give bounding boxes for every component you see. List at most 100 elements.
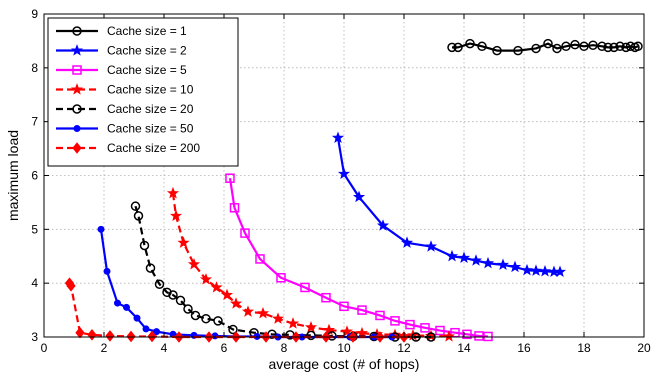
data-point <box>241 305 255 317</box>
y-tick-label: 8 <box>31 61 38 75</box>
legend-label: Cache size = 20 <box>107 102 194 116</box>
data-point <box>183 304 193 314</box>
legend-label: Cache size = 50 <box>107 122 194 136</box>
data-point <box>447 42 457 53</box>
legend-item: Cache size = 5 <box>56 63 187 77</box>
data-point <box>352 190 366 203</box>
data-point <box>588 40 598 50</box>
series-3 <box>225 173 493 342</box>
data-point <box>133 314 141 322</box>
y-tick-label: 3 <box>31 330 38 344</box>
data-point <box>570 39 580 50</box>
legend-item: Cache size = 1 <box>56 24 187 38</box>
data-point <box>496 258 510 271</box>
y-axis-label: maximum load <box>5 130 21 221</box>
x-tick-label: 6 <box>221 341 228 355</box>
legend-label: Cache size = 2 <box>107 44 187 58</box>
data-point <box>190 310 201 321</box>
data-point <box>133 211 144 221</box>
x-tick-label: 8 <box>281 341 288 355</box>
data-point <box>229 297 243 309</box>
data-point <box>543 38 553 49</box>
data-point <box>213 316 223 326</box>
data-point <box>520 263 534 276</box>
data-point <box>538 264 552 277</box>
data-point <box>87 329 97 341</box>
legend-item: Cache size = 200 <box>56 141 200 155</box>
data-point <box>228 324 238 335</box>
data-point <box>240 228 250 238</box>
x-tick-label: 12 <box>397 341 411 355</box>
data-point <box>271 312 285 324</box>
data-point <box>553 265 567 278</box>
data-point <box>139 240 150 251</box>
data-point <box>255 254 265 264</box>
data-point <box>105 330 115 342</box>
data-point <box>187 257 201 270</box>
data-point <box>561 41 571 52</box>
data-point <box>633 41 643 52</box>
data-point <box>166 186 180 199</box>
x-tick-label: 10 <box>337 341 351 355</box>
data-point <box>168 290 178 300</box>
data-point <box>435 325 445 336</box>
data-point <box>531 43 541 54</box>
x-axis-label: average cost (# of hops) <box>269 356 420 372</box>
data-point <box>615 41 625 52</box>
y-tick-label: 4 <box>31 276 38 290</box>
x-tick-label: 20 <box>637 341 651 355</box>
data-point <box>508 260 522 273</box>
data-point <box>75 326 85 339</box>
data-point <box>420 323 430 333</box>
legend-item: Cache size = 10 <box>56 83 194 97</box>
series-6 <box>97 225 396 341</box>
data-point <box>114 299 121 307</box>
data-point <box>445 249 459 262</box>
legend-marker <box>72 104 82 114</box>
legend-label: Cache size = 5 <box>107 63 187 77</box>
data-point <box>400 236 414 248</box>
x-tick-label: 14 <box>457 341 471 355</box>
data-point <box>66 280 76 292</box>
data-point <box>552 43 562 54</box>
data-point <box>405 319 415 330</box>
x-tick-label: 2 <box>101 341 108 355</box>
data-point <box>123 303 130 311</box>
data-point <box>103 267 111 275</box>
legend-label: Cache size = 1 <box>107 24 187 38</box>
y-tick-label: 5 <box>31 222 38 236</box>
data-point <box>169 209 183 222</box>
x-tick-label: 18 <box>577 341 591 355</box>
data-point <box>153 328 160 336</box>
data-point <box>340 325 354 337</box>
data-point <box>225 173 235 183</box>
data-point <box>300 282 310 293</box>
data-point <box>210 281 223 293</box>
series-line <box>336 137 560 273</box>
series-4 <box>166 186 456 342</box>
data-point <box>199 273 213 285</box>
legend-item: Cache size = 50 <box>56 122 194 136</box>
data-point <box>457 251 471 264</box>
data-point <box>130 201 141 211</box>
series-1 <box>447 38 643 56</box>
data-point <box>376 219 390 231</box>
legend-item: Cache size = 2 <box>56 44 187 58</box>
legend-item: Cache size = 20 <box>56 102 194 116</box>
data-point <box>469 254 483 266</box>
data-point <box>357 305 367 315</box>
y-tick-label: 7 <box>31 115 38 129</box>
data-point <box>339 301 349 312</box>
data-point <box>229 203 240 213</box>
data-point <box>306 330 316 341</box>
data-point <box>442 330 456 342</box>
data-point <box>474 331 484 341</box>
x-tick-label: 16 <box>517 341 531 355</box>
data-point <box>481 256 495 269</box>
series-line <box>228 178 489 338</box>
data-point <box>154 279 165 289</box>
data-point <box>465 38 475 49</box>
series-5 <box>130 201 436 342</box>
data-point <box>162 287 172 298</box>
